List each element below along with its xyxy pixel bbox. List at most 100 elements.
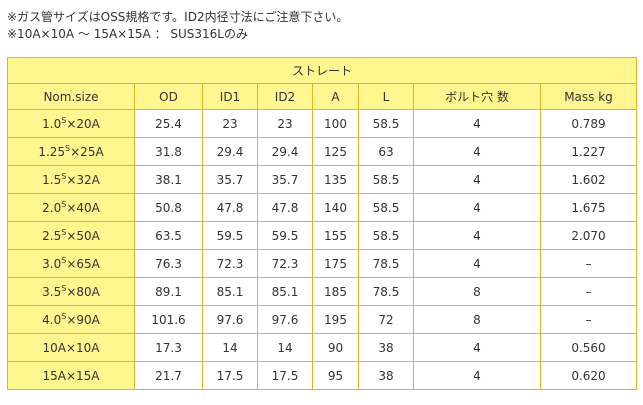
table-cell: 58.5 — [358, 165, 414, 194]
table-row: 2.5S×50A 63.5 59.5 59.5 155 58.5 4 2.070 — [7, 221, 638, 250]
table-cell: 101.6 — [134, 305, 203, 334]
nom-size-cell: 15A×15A — [7, 361, 135, 390]
table-cell: 8 — [413, 305, 541, 334]
column-header: A — [312, 83, 359, 110]
table-cell: 29.4 — [202, 137, 258, 166]
table-cell: 90 — [312, 333, 359, 362]
table-cell: 4 — [413, 165, 541, 194]
table-cell: 185 — [312, 277, 359, 306]
table-cell: 155 — [312, 221, 359, 250]
column-header: L — [358, 83, 414, 110]
notes: ※ガス管サイズはOSS規格です。ID2内径寸法にご注意下さい。 ※10A×10A… — [7, 9, 348, 43]
nom-size-cell: 4.0S×90A — [7, 305, 135, 334]
nom-size-text: 1.25 — [38, 144, 66, 159]
table-row: 1.0S×20A 25.4 23 23 100 58.5 4 0.789 — [7, 109, 638, 138]
nom-size-text: ×20A — [66, 116, 100, 131]
table-cell: – — [539, 277, 638, 306]
table-cell: 2.070 — [539, 221, 638, 250]
table-cell: 85.1 — [202, 277, 258, 306]
table-cell: 175 — [312, 249, 359, 278]
table-cell: 63 — [358, 137, 414, 166]
table-cell: 1.602 — [539, 165, 638, 194]
table-cell: 4 — [413, 221, 541, 250]
table-cell: 76.3 — [134, 249, 203, 278]
table-cell: 4 — [413, 249, 541, 278]
table-cell: 17.5 — [257, 361, 313, 390]
nom-size-text: ×90A — [66, 312, 100, 327]
table-cell: 97.6 — [202, 305, 258, 334]
table-cell: 38 — [358, 333, 414, 362]
table-cell: 4 — [413, 109, 541, 138]
nom-size-text: 1.5 — [42, 172, 62, 187]
table-cell: 100 — [312, 109, 359, 138]
nom-size-sup: S — [61, 227, 67, 237]
table-cell: 59.5 — [202, 221, 258, 250]
table-row: 10A×10A 17.3 14 14 90 38 4 0.560 — [7, 333, 638, 362]
nom-size-sup: S — [61, 171, 67, 181]
nom-size-text: 3.5 — [42, 284, 62, 299]
nom-size-cell: 3.5S×80A — [7, 277, 135, 306]
table-cell: 4 — [413, 193, 541, 222]
table-cell: – — [539, 305, 638, 334]
nom-size-sup: S — [61, 255, 67, 265]
table-cell: 97.6 — [257, 305, 313, 334]
table-cell: 78.5 — [358, 249, 414, 278]
table-cell: 47.8 — [257, 193, 313, 222]
table-cell: 17.5 — [202, 361, 258, 390]
column-header: Mass kg — [539, 83, 638, 110]
nom-size-text: ×40A — [66, 200, 100, 215]
nom-size-text: ×50A — [66, 228, 100, 243]
table-cell: 38 — [358, 361, 414, 390]
nom-size-text: ×32A — [66, 172, 100, 187]
nom-size-cell: 2.5S×50A — [7, 221, 135, 250]
table-cell: 25.4 — [134, 109, 203, 138]
column-header: Nom.size — [7, 83, 135, 110]
table-cell: 135 — [312, 165, 359, 194]
table-cell: 8 — [413, 277, 541, 306]
nom-size-text: 15A×15A — [42, 368, 100, 383]
table-cell: 89.1 — [134, 277, 203, 306]
table-cell: 14 — [257, 333, 313, 362]
nom-size-text: ×80A — [66, 284, 100, 299]
table-cell: 0.789 — [539, 109, 638, 138]
column-header: ID1 — [202, 83, 258, 110]
nom-size-sup: S — [61, 115, 67, 125]
nom-size-cell: 10A×10A — [7, 333, 135, 362]
table-cell: 58.5 — [358, 193, 414, 222]
table-cell: 29.4 — [257, 137, 313, 166]
note-line: ※10A×10A 〜 15A×15A ： SUS316Lのみ — [7, 27, 248, 41]
table-cell: 58.5 — [358, 109, 414, 138]
nom-size-sup: S — [61, 311, 67, 321]
table-cell: 35.7 — [202, 165, 258, 194]
table-cell: 140 — [312, 193, 359, 222]
table-row: 2.0S×40A 50.8 47.8 47.8 140 58.5 4 1.675 — [7, 193, 638, 222]
column-header: OD — [134, 83, 203, 110]
table-cell: 0.620 — [539, 361, 638, 390]
nom-size-cell: 1.5S×32A — [7, 165, 135, 194]
table-cell: 4 — [413, 333, 541, 362]
table-cell: 72.3 — [202, 249, 258, 278]
nom-size-text: ×25A — [70, 144, 104, 159]
table-cell: 14 — [202, 333, 258, 362]
spec-table: ストレート Nom.size OD ID1 ID2 A L ボルト穴 数 Mass kg 1.… — [6, 57, 638, 390]
nom-size-cell: 1.25S×25A — [7, 137, 135, 166]
table-cell: – — [539, 249, 638, 278]
column-header: ID2 — [257, 83, 313, 110]
table-row: 1.5S×32A 38.1 35.7 35.7 135 58.5 4 1.602 — [7, 165, 638, 194]
table-cell: 95 — [312, 361, 359, 390]
table-cell: 58.5 — [358, 221, 414, 250]
table-cell: 21.7 — [134, 361, 203, 390]
nom-size-text: 1.0 — [42, 116, 62, 131]
table-cell: 38.1 — [134, 165, 203, 194]
nom-size-text: 3.0 — [42, 256, 62, 271]
nom-size-cell: 1.0S×20A — [7, 109, 135, 138]
table-cell: 50.8 — [134, 193, 203, 222]
table-cell: 47.8 — [202, 193, 258, 222]
table-cell: 125 — [312, 137, 359, 166]
nom-size-sup: S — [65, 143, 71, 153]
table-cell: 0.560 — [539, 333, 638, 362]
table-cell: 78.5 — [358, 277, 414, 306]
nom-size-cell: 2.0S×40A — [7, 193, 135, 222]
table-cell: 1.227 — [539, 137, 638, 166]
table-cell: 72.3 — [257, 249, 313, 278]
